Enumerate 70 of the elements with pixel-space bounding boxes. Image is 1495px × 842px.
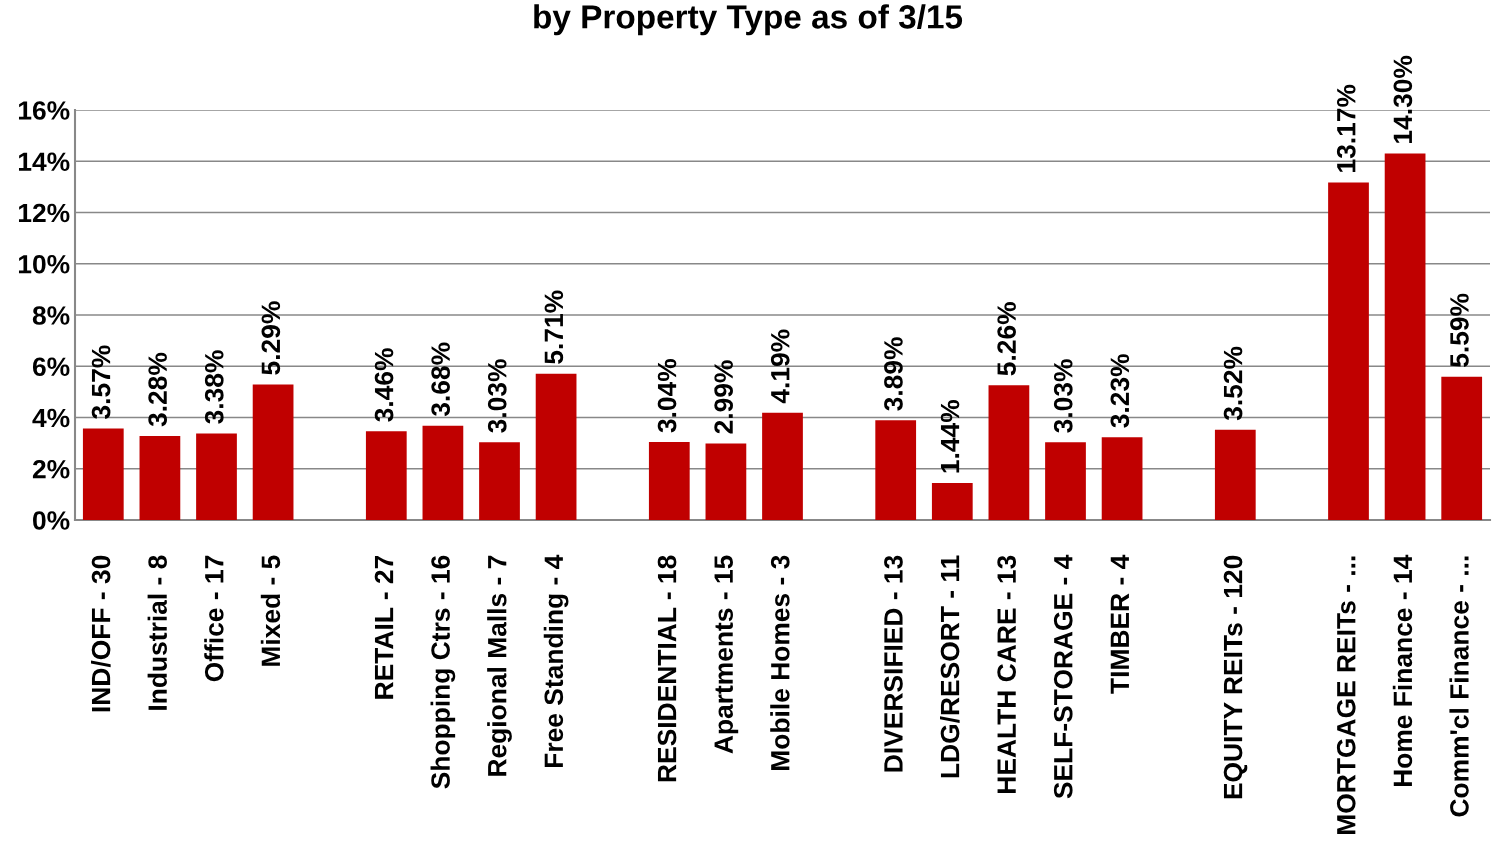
bar: [1045, 442, 1086, 520]
y-tick-label: 14%: [18, 152, 70, 172]
y-tick-label: 6%: [32, 357, 70, 377]
x-tick-label: Apartments - 15: [714, 555, 739, 754]
bar: [648, 442, 690, 520]
bar: [1101, 437, 1143, 520]
x-tick-label: TIMBER - 4: [1110, 554, 1129, 694]
data-label: 3.57%: [91, 345, 111, 419]
data-label: 3.03%: [487, 359, 507, 433]
data-label: 5.59%: [1450, 293, 1469, 367]
x-tick-label: Free Standing - 4: [543, 554, 569, 768]
bar: [875, 420, 917, 520]
x-tick-label: LDG/RESORT - 11: [940, 555, 960, 778]
x-tick-label: MORTGAGE REITs - ...: [1336, 556, 1356, 834]
bar: [931, 483, 973, 520]
data-label: 14.30%: [1393, 55, 1413, 143]
y-tick-label: 12%: [18, 203, 70, 223]
bar: [82, 428, 124, 520]
x-tick-label: Home Finance - 14: [1392, 554, 1413, 787]
data-label: 1.44%: [940, 400, 960, 473]
x-tick-label: Mixed - 5: [260, 555, 281, 666]
bar: [705, 443, 747, 520]
x-tick-label: DIVERSIFIED - 13: [884, 555, 903, 772]
bar: [1214, 429, 1256, 520]
y-tick-label: 8%: [32, 306, 70, 325]
bar: [762, 412, 803, 520]
x-tick-label: Industrial - 8: [147, 555, 167, 710]
bar: [1328, 182, 1369, 520]
y-tick-label: 16%: [18, 101, 70, 120]
data-label: 13.17%: [1336, 84, 1356, 172]
x-tick-label: Regional Malls - 7: [487, 555, 512, 776]
bar: [1441, 376, 1483, 520]
x-tick-label: RETAIL - 27: [374, 555, 394, 699]
x-tick-label: SELF-STORAGE - 4: [1053, 554, 1073, 799]
data-label: 3.03%: [1053, 359, 1073, 433]
bar: [196, 433, 237, 520]
bar: [139, 435, 181, 520]
data-label: 3.04%: [657, 359, 677, 433]
data-label: 3.28%: [148, 352, 168, 427]
data-label: 5.26%: [997, 302, 1016, 376]
x-tick-label: IND/OFF - 30: [91, 555, 111, 712]
x-tick-label: Comm'cl Finance - ...: [1449, 556, 1469, 817]
data-label: 3.89%: [884, 337, 903, 411]
bar: [365, 431, 407, 520]
y-tick-label: 0%: [33, 511, 70, 530]
bar: [252, 384, 294, 520]
bar: [422, 425, 464, 520]
data-label: 3.52%: [1223, 346, 1243, 421]
x-tick-label: EQUITY REITs - 120: [1223, 555, 1248, 799]
bar: [535, 373, 577, 520]
x-tick-label: RESIDENTIAL - 18: [657, 555, 677, 782]
data-label: 3.68%: [431, 342, 451, 417]
data-label: 5.29%: [261, 301, 281, 375]
x-tick-label: Office - 17: [204, 555, 224, 682]
y-tick-label: 2%: [32, 459, 70, 479]
data-label: 3.23%: [1110, 354, 1130, 428]
y-tick-label: 4%: [32, 408, 70, 428]
bar: [479, 442, 520, 520]
y-tick-label: 10%: [18, 254, 70, 274]
data-label: 3.38%: [204, 350, 224, 424]
bar: [988, 385, 1030, 520]
x-tick-label: Mobile Homes - 3: [770, 555, 790, 770]
data-label: 4.19%: [770, 329, 790, 404]
x-tick-label: HEALTH CARE - 13: [997, 555, 1017, 793]
x-tick-label: Shopping Ctrs - 16: [430, 555, 456, 789]
bar: [1384, 153, 1426, 520]
data-label: 2.99%: [714, 360, 733, 434]
data-label: 5.71%: [544, 290, 564, 364]
data-label: 3.46%: [374, 348, 394, 422]
chart-title: by Property Type as of 3/15: [534, 4, 963, 36]
